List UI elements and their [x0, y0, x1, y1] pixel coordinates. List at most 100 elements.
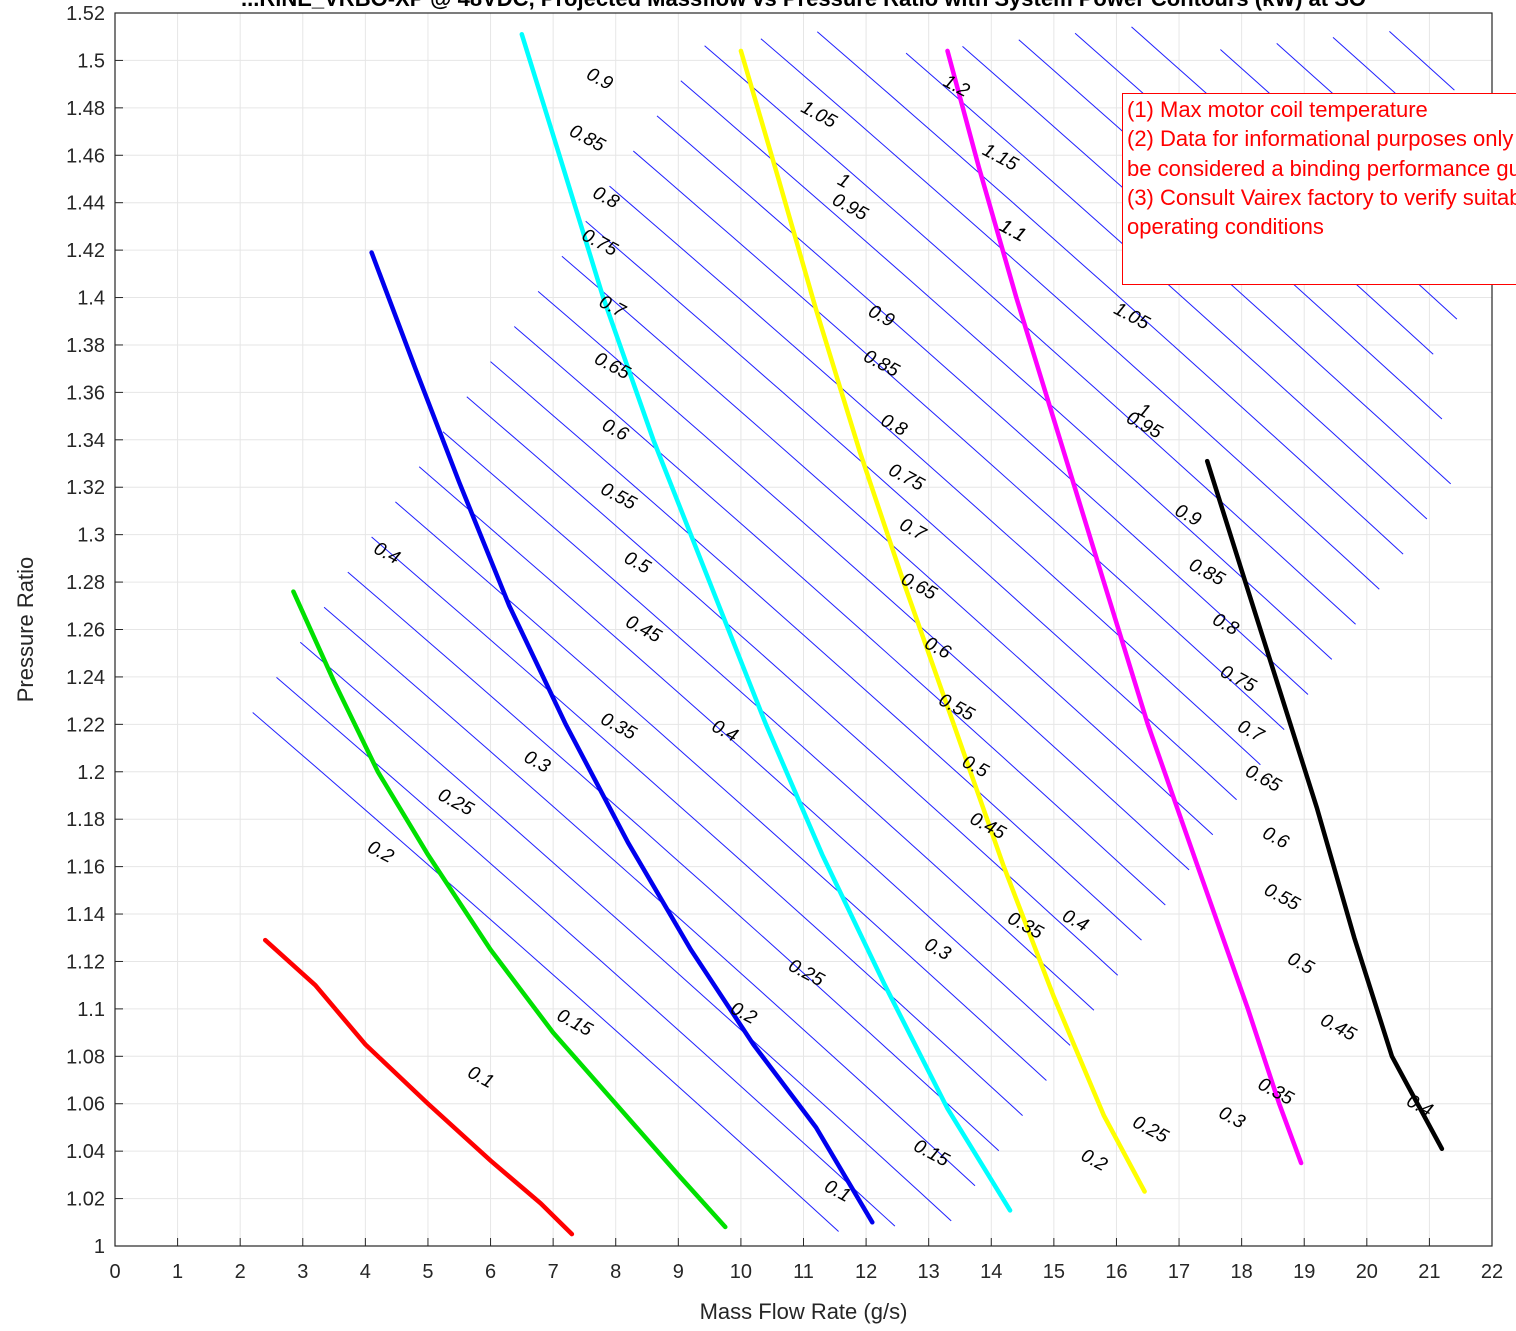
power-contour-line — [632, 150, 1285, 730]
x-tick-label: 20 — [1356, 1261, 1378, 1283]
contour-label: 0.15 — [910, 1135, 953, 1171]
contour-label: 0.3 — [520, 747, 554, 778]
contour-label: 0.9 — [583, 64, 617, 95]
contour-label: 0.55 — [935, 690, 978, 726]
x-tick-label: 15 — [1043, 1261, 1065, 1283]
y-tick-label: 1.06 — [66, 1094, 105, 1116]
power-contour-line — [656, 115, 1309, 695]
contour-label: 0.7 — [1234, 716, 1268, 748]
contour-label: 0.8 — [589, 182, 623, 213]
x-tick-label: 22 — [1481, 1261, 1503, 1283]
note-line-2: (2) Data for informational purposes only… — [1127, 126, 1516, 152]
contour-label: 0.25 — [785, 955, 828, 991]
contour-label: 0.45 — [1317, 1010, 1360, 1046]
contour-label: 1 — [834, 169, 853, 193]
contour-label: 0.2 — [364, 837, 398, 868]
x-tick-label: 14 — [980, 1261, 1002, 1283]
speed-line — [291, 589, 728, 1230]
notes-box: (1) Max motor coil temperature (2) Data … — [1122, 93, 1516, 285]
x-tick-label: 8 — [610, 1261, 621, 1283]
x-tick-labels: 0 1 2 3 4 5 6 7 8 9 10 11 12 13 14 15 16 17 18 19 20 21 22 — [109, 1238, 1503, 1283]
speed-line — [738, 48, 1147, 1194]
contour-label: 0.8 — [1209, 609, 1243, 640]
speed-line — [945, 48, 1304, 1166]
contour-label: 0.6 — [921, 633, 955, 664]
x-tick-label: 0 — [109, 1261, 120, 1283]
x-axis-label: Mass Flow Rate (g/s) — [700, 1299, 908, 1324]
y-tick-label: 1.12 — [66, 951, 105, 973]
y-tick-label: 1.38 — [66, 335, 105, 357]
y-tick-label: 1.46 — [66, 145, 105, 167]
x-tick-label: 3 — [297, 1261, 308, 1283]
y-tick-label: 1.3 — [77, 525, 105, 547]
y-tick-label: 1 — [94, 1236, 105, 1258]
contour-label: 0.9 — [865, 301, 899, 332]
power-contour-line — [609, 185, 1261, 766]
power-contour-line — [371, 536, 1023, 1116]
x-tick-label: 12 — [855, 1261, 877, 1283]
x-tick-label: 19 — [1293, 1261, 1315, 1283]
y-tick-label: 1.36 — [66, 382, 105, 404]
x-tick-label: 6 — [485, 1261, 496, 1283]
y-tick-label: 1.18 — [66, 809, 105, 831]
speed-line — [1204, 458, 1445, 1152]
note-line-4: (3) Consult Vairex factory to verify sui… — [1127, 184, 1516, 210]
power-contour-line — [252, 712, 839, 1232]
power-contour-line — [704, 45, 1356, 625]
power-contour-line — [816, 31, 1404, 555]
contour-label: 0.85 — [1185, 555, 1228, 591]
contour-label: 0.55 — [597, 479, 640, 515]
power-contour-line — [418, 466, 1071, 1046]
contour-label: 0.4 — [708, 716, 741, 747]
power-contour-line — [760, 38, 1380, 590]
contour-label: 0.35 — [1254, 1074, 1297, 1110]
x-tick-label: 21 — [1418, 1261, 1440, 1283]
speed-lines — [262, 32, 1445, 1237]
contour-label: 0.65 — [591, 348, 634, 384]
speed-line — [369, 250, 875, 1225]
contour-label: 0.15 — [553, 1005, 596, 1041]
y-tick-label: 1.14 — [66, 904, 105, 926]
note-line-3: be considered a binding performance guar… — [1127, 155, 1516, 181]
y-tick-label: 1.04 — [66, 1141, 105, 1163]
y-tick-label: 1.16 — [66, 857, 105, 879]
contour-label: 0.25 — [1129, 1112, 1172, 1148]
contour-label: 0.6 — [1259, 823, 1293, 854]
y-tick-label: 1.22 — [66, 714, 105, 736]
y-tick-label: 1.24 — [66, 667, 105, 689]
power-contour-line — [466, 396, 1119, 976]
contour-label: 0.2 — [727, 998, 761, 1029]
y-tick-label: 1.32 — [66, 477, 105, 499]
contour-label: 0.5 — [1284, 948, 1318, 979]
power-contour-line — [490, 361, 1142, 941]
x-tick-label: 5 — [422, 1261, 433, 1283]
y-tick-label: 1.08 — [66, 1046, 105, 1068]
contour-label: 0.95 — [829, 189, 872, 225]
y-tick-label: 1.42 — [66, 240, 105, 262]
power-contour-line — [347, 571, 1000, 1152]
x-tick-label: 1 — [172, 1261, 183, 1283]
y-tick-label: 1.2 — [77, 762, 105, 784]
y-tick-labels: 1 1.02 1.04 1.06 1.08 1.1 1.12 1.14 1.16 1.18 1.2 1… — [66, 3, 123, 1258]
speed-line — [519, 32, 1013, 1213]
x-tick-label: 16 — [1105, 1261, 1127, 1283]
contour-label: 0.8 — [877, 410, 911, 441]
y-tick-label: 1.4 — [77, 288, 105, 310]
power-contour-line — [561, 255, 1214, 836]
contour-label: 0.55 — [1261, 879, 1304, 915]
contour-label: 0.6 — [599, 415, 633, 446]
speed-line — [262, 937, 575, 1237]
contour-label: 0.1 — [464, 1062, 497, 1093]
contour-label: 0.9 — [1171, 500, 1205, 531]
contour-label: 1.2 — [940, 71, 974, 102]
power-contour-line — [513, 326, 1166, 906]
x-tick-label: 13 — [918, 1261, 940, 1283]
contour-label: 0.3 — [1215, 1102, 1249, 1133]
note-line-1: (1) Max motor coil temperature — [1127, 97, 1428, 122]
contour-label: 0.4 — [1059, 906, 1092, 937]
contour-label: 0.3 — [921, 934, 955, 965]
power-contour-line — [323, 606, 976, 1187]
x-tick-label: 7 — [548, 1261, 559, 1283]
contour-label: 0.85 — [566, 121, 609, 157]
